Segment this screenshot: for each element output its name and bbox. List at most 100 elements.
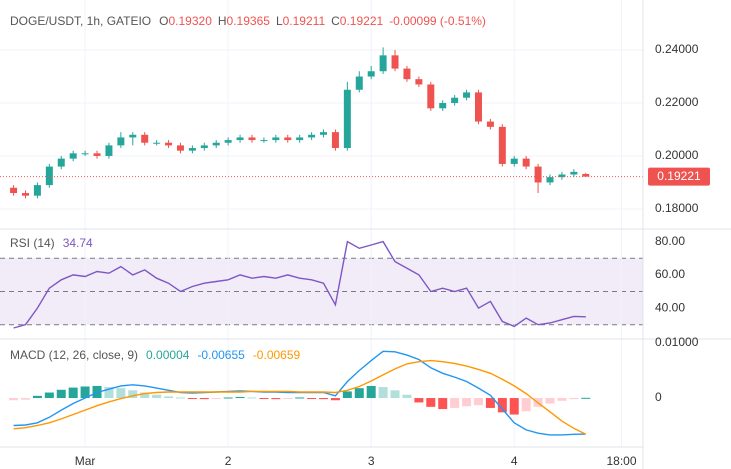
candle-body [117,137,125,146]
histogram-bar [259,398,269,400]
candle-body [272,137,280,141]
candle-body [486,121,494,127]
candle-body [10,187,18,194]
candle-body [296,137,304,141]
histogram-bar [473,398,483,406]
histogram-bar [450,398,460,408]
histogram-bar [366,385,376,399]
legend: RSI (14) 34.74 [10,236,93,250]
histogram-bar [104,387,114,399]
ohlc-label: L [276,14,283,28]
y-tick-label: 80.00 [655,234,685,248]
candle-body [558,174,566,178]
candle-body [582,173,590,177]
histogram-bar [378,387,388,399]
x-tick-label: 4 [511,454,518,468]
x-tick-label: 3 [368,454,375,468]
series-line [13,240,586,329]
candle-body [21,193,29,196]
symbol: DOGE/USDT, 1h, GATEIO [10,14,151,28]
candle-body [248,137,256,141]
candle-body [188,148,196,151]
histogram-bar [152,394,162,399]
histogram-bar [211,398,221,400]
histogram-bar [319,398,329,400]
candle-body [93,153,101,156]
price-label-box [648,167,710,186]
marks [0,47,643,436]
candle-body [510,158,518,164]
histogram-bar [390,390,400,399]
histogram-bar [20,398,30,400]
histogram-bar [402,394,412,399]
histogram-bar [235,396,245,399]
candle-body [105,145,113,156]
histogram-bar [497,398,507,413]
y-tick-label: 0.01000 [655,335,699,349]
candle-body [403,68,411,80]
ohlc-value: 0.19221 [340,14,384,28]
candle-body [451,97,459,104]
candle-body [463,92,471,98]
histogram-bar [164,396,174,399]
candle-body [260,140,268,142]
histogram-bar [175,397,185,399]
legend: DOGE/USDT, 1h, GATEIO O0.19320 H0.19365 L0.… [10,14,486,28]
candle-body [212,142,220,146]
candle-body [546,177,554,183]
candle-body [129,134,137,138]
candle-body [57,158,65,167]
histogram-bar [354,388,364,399]
indicator-title: RSI (14) [10,236,55,250]
histogram-bar [545,398,555,404]
candle-body [45,166,53,186]
indicator-title: MACD (12, 26, close, 9) [10,348,138,362]
ohlc-label: O [159,14,168,28]
y-tick-label: 40.00 [655,300,685,314]
ohlc-label: C [331,14,340,28]
candle-body [343,89,351,149]
candle-body [534,166,542,183]
candle-body [165,142,173,146]
candle-body [367,71,375,77]
histogram-bar [569,398,579,400]
histogram-bar [68,387,78,399]
ohlc-value: 0.19211 [283,14,326,28]
histogram-bar [426,398,436,407]
candle-body [331,132,339,149]
candle-body [355,76,363,90]
histogram-bar [116,388,126,399]
candle-body [284,137,292,141]
series-line [13,359,587,435]
y-tick-label: 0.18000 [655,201,699,215]
histogram-bar [581,397,591,399]
candle-body [570,171,578,175]
y-tick-label: 0.22000 [655,95,699,109]
histogram-bar [271,398,281,400]
histogram-bar [199,398,209,400]
histogram-bar [80,386,90,399]
ohlc-value: 0.19365 [227,14,271,28]
histogram-bar [295,397,305,399]
histogram-bar [223,397,233,399]
candle-body [224,140,232,143]
x-tick-label: 2 [225,454,232,468]
indicator-value: -0.00659 [253,348,301,362]
histogram-bar [462,398,472,407]
histogram-bar [521,398,531,412]
y-tick-label: 0.24000 [655,42,699,56]
indicator-value: 0.00004 [146,348,190,362]
histogram-bar [128,390,138,399]
histogram-bar [330,398,340,401]
candle-body [379,55,387,72]
candle-body [391,55,399,69]
candle-body [69,153,77,159]
candle-body [236,137,244,141]
candle-body [415,79,423,85]
histogram-bar [44,392,54,399]
histogram-bar [9,398,19,401]
y-tick-label: 60.00 [655,267,685,281]
ohlc-label: H [218,14,227,28]
histogram-bar [509,398,519,415]
